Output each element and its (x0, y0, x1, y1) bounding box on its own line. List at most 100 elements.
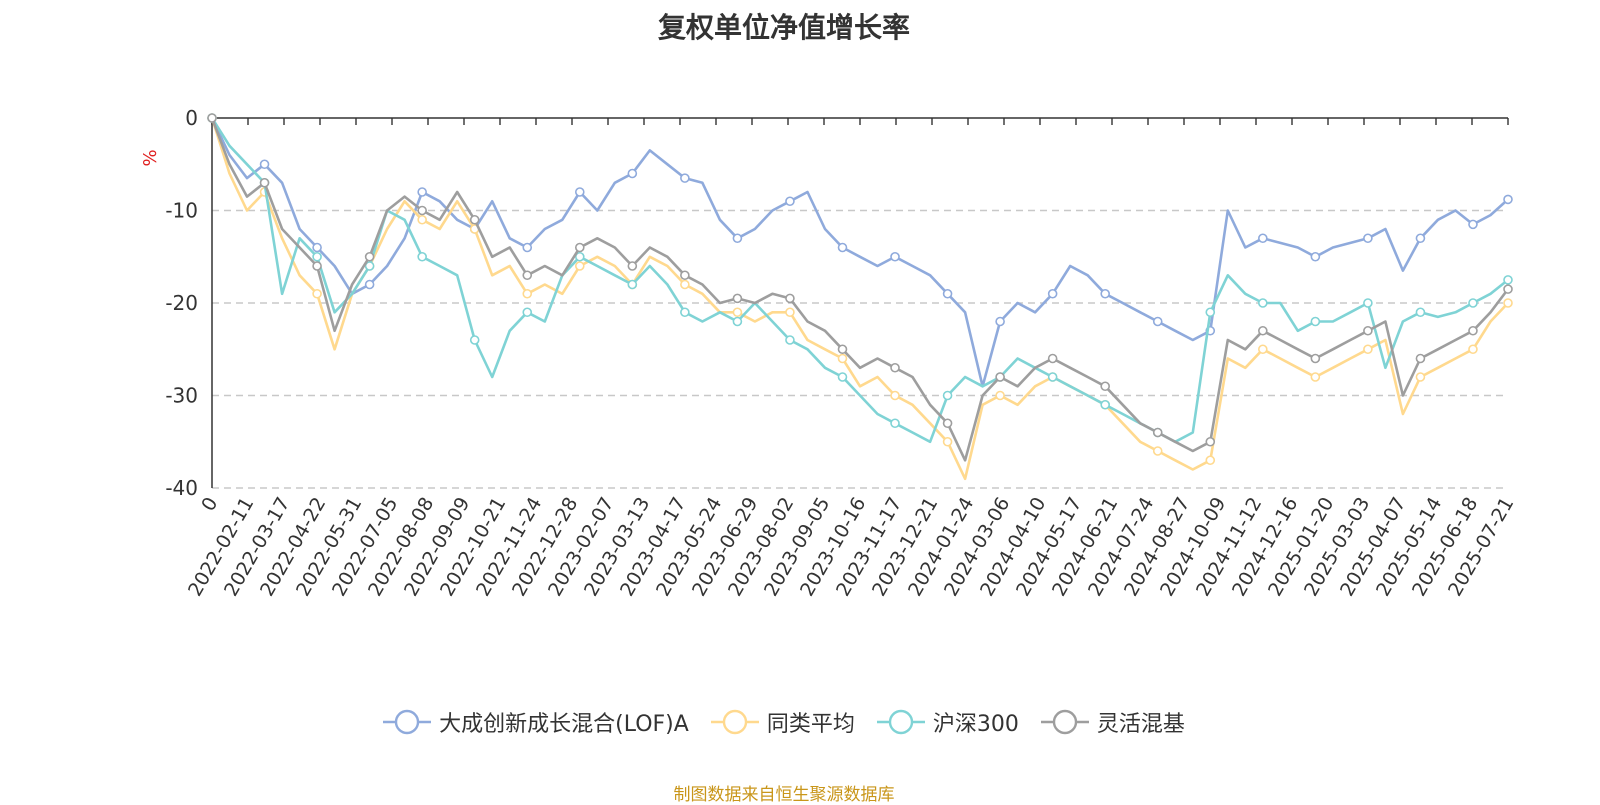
series-2 (207, 113, 1513, 444)
data-point (1363, 233, 1373, 244)
series-1 (207, 113, 1513, 481)
data-point (732, 233, 743, 244)
data-point (469, 214, 480, 225)
series-lines (207, 113, 1513, 481)
data-point (785, 293, 795, 304)
data-point (1415, 233, 1426, 244)
data-point (837, 353, 848, 364)
data-point (574, 251, 585, 262)
data-point (1468, 325, 1478, 336)
series-0 (207, 113, 1513, 388)
data-point (522, 307, 533, 318)
data-point (1310, 251, 1321, 262)
data-point (1258, 325, 1268, 336)
legend-item[interactable]: 沪深300 (876, 706, 1019, 738)
legend: 大成创新成长混合(LOF)A 同类平均 沪深300 灵活混基 (0, 706, 1568, 738)
data-point (942, 418, 953, 429)
data-point (364, 251, 375, 262)
data-point (995, 316, 1005, 327)
legend-label: 灵活混基 (1096, 712, 1185, 737)
data-point (574, 187, 585, 197)
legend-item[interactable]: 大成创新成长混合(LOF)A (383, 706, 689, 738)
data-point (1310, 372, 1321, 382)
data-point (1468, 219, 1478, 230)
data-point (942, 390, 953, 401)
legend-label: 同类平均 (766, 712, 855, 737)
data-point (1363, 298, 1373, 308)
data-point (1415, 353, 1426, 364)
data-point (1258, 344, 1268, 355)
legend-marker-icon (1040, 709, 1089, 735)
data-point (627, 279, 638, 290)
data-point (1152, 427, 1163, 438)
data-point (522, 270, 533, 281)
data-point (364, 279, 375, 290)
legend-label: 大成创新成长混合(LOF)A (439, 712, 689, 737)
data-point (1415, 372, 1426, 382)
data-point (680, 307, 690, 318)
data-point (417, 205, 427, 216)
data-point (627, 261, 638, 271)
y-tick-label: -40 (165, 476, 198, 500)
series-line (210, 117, 1509, 444)
data-point (732, 316, 743, 327)
data-point (890, 390, 900, 401)
data-point (1100, 399, 1110, 410)
series-line (210, 117, 1510, 462)
data-point (522, 288, 533, 299)
y-axis-label: % (140, 149, 161, 166)
data-point (1503, 194, 1513, 205)
data-point (207, 113, 217, 123)
data-point (680, 270, 690, 281)
data-point (1047, 372, 1058, 382)
line-chart: 0-10-20-30-4002022-02-112022-03-172022-0… (140, 106, 1518, 600)
legend-marker-icon (710, 709, 759, 735)
source-note: 制图数据来自恒生聚源数据库 (673, 785, 895, 805)
data-point (312, 242, 322, 253)
data-point (942, 288, 953, 299)
data-point (890, 362, 900, 373)
data-point (1310, 316, 1321, 327)
data-point (890, 251, 900, 262)
data-point (680, 279, 690, 290)
data-point (1152, 316, 1163, 327)
y-tick-label: -30 (165, 384, 198, 408)
data-point (1503, 298, 1513, 308)
series-3 (207, 113, 1513, 462)
data-point (1503, 275, 1513, 285)
data-point (1258, 298, 1268, 308)
gridlines (212, 209, 1508, 489)
data-point (1205, 307, 1216, 318)
data-point (259, 159, 270, 170)
series-line (210, 117, 1509, 388)
chart-title: 复权单位净值增长率 (657, 11, 910, 44)
data-point (574, 242, 585, 253)
data-point (680, 173, 690, 183)
data-point (1415, 307, 1426, 318)
data-point (1047, 353, 1058, 364)
legend-item[interactable]: 灵活混基 (1040, 706, 1185, 738)
data-point (785, 335, 795, 345)
data-point (995, 372, 1005, 382)
data-point (1310, 353, 1321, 364)
data-point (312, 288, 322, 299)
legend-label: 沪深300 (932, 712, 1019, 737)
data-point (1152, 446, 1163, 456)
legend-marker-icon (383, 709, 432, 735)
data-point (1100, 288, 1110, 299)
y-tick-label: -20 (165, 291, 198, 315)
x-tick-label: 0 (197, 494, 222, 515)
data-point (627, 168, 638, 179)
data-point (1468, 344, 1478, 355)
legend-marker-icon (876, 709, 925, 735)
data-point (259, 177, 270, 188)
data-point (1205, 455, 1216, 466)
data-point (1205, 436, 1216, 447)
data-point (890, 418, 900, 429)
data-point (417, 214, 427, 225)
data-point (837, 372, 848, 382)
data-point (417, 251, 427, 262)
legend-item[interactable]: 同类平均 (710, 706, 855, 738)
data-point (995, 390, 1005, 401)
data-point (732, 293, 743, 304)
